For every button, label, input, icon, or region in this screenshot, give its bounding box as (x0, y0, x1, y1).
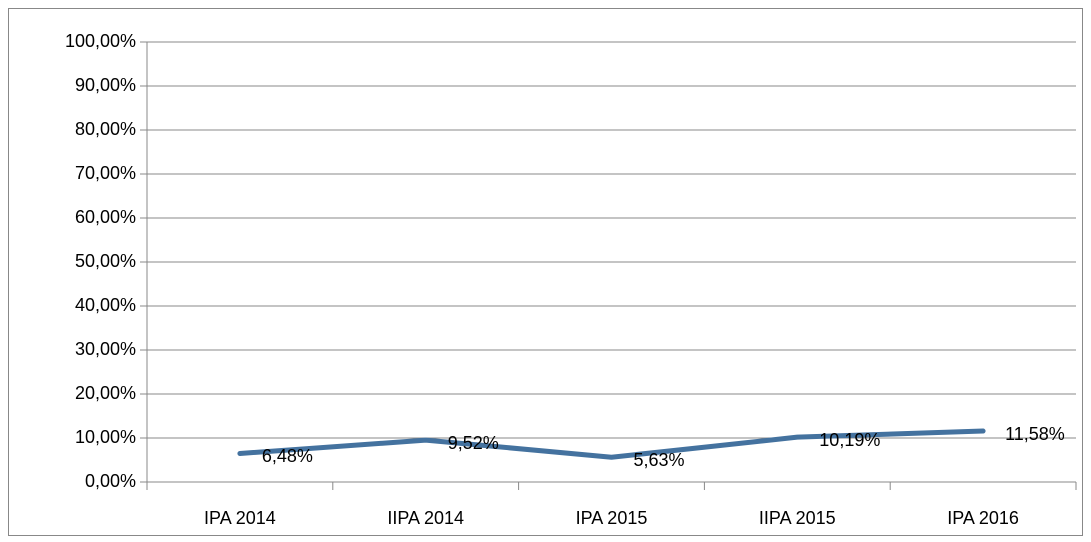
y-tick-label: 50,00% (75, 251, 136, 271)
y-tick-label: 20,00% (75, 383, 136, 403)
y-tick-label: 10,00% (75, 427, 136, 447)
x-tick-label: IPA 2016 (947, 508, 1019, 528)
chart-border (8, 8, 1083, 536)
x-tick-label: IPA 2014 (204, 508, 276, 528)
y-tick-label: 80,00% (75, 119, 136, 139)
y-tick-label: 100,00% (65, 31, 136, 51)
x-tick-label: IIPA 2014 (387, 508, 464, 528)
line (237, 428, 986, 460)
y-tick-label: 30,00% (75, 339, 136, 359)
x-tick-label: IIPA 2015 (759, 508, 836, 528)
data-label: 10,19% (819, 430, 880, 450)
data-label: 9,52% (448, 433, 499, 453)
y-tick-label: 90,00% (75, 75, 136, 95)
y-tick-label: 40,00% (75, 295, 136, 315)
data-label: 11,58% (1005, 424, 1065, 444)
y-tick-label: 0,00% (85, 471, 136, 491)
x-tick-label: IPA 2015 (576, 508, 648, 528)
y-tick-label: 70,00% (75, 163, 136, 183)
data-label: 5,63% (634, 450, 685, 470)
y-tick-label: 60,00% (75, 207, 136, 227)
data-label: 6,48% (262, 446, 313, 466)
